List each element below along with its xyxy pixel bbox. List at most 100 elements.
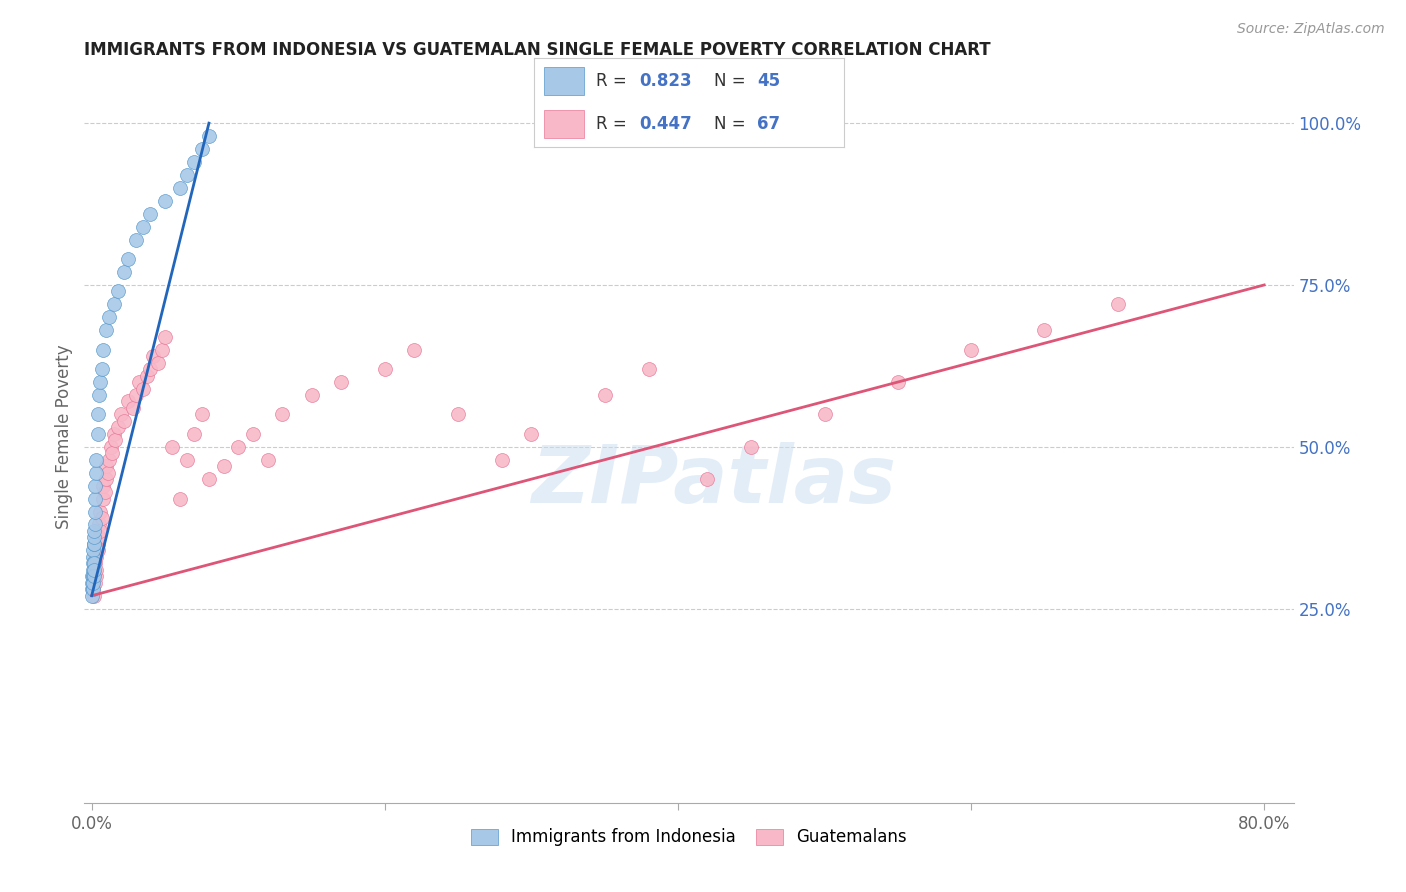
Point: [91, 362, 114, 376]
Point: [1107, 297, 1129, 311]
Point: [637, 362, 659, 376]
Point: [86, 543, 108, 558]
Point: [110, 408, 132, 422]
Point: [117, 394, 139, 409]
Point: [93, 478, 115, 492]
Point: [198, 472, 221, 486]
Point: [103, 426, 125, 441]
Point: [86, 537, 108, 551]
Point: [82, 575, 104, 590]
Point: [124, 233, 146, 247]
Point: [150, 343, 173, 357]
Text: IMMIGRANTS FROM INDONESIA VS GUATEMALAN SINGLE FEMALE POVERTY CORRELATION CHART: IMMIGRANTS FROM INDONESIA VS GUATEMALAN …: [84, 41, 991, 59]
Point: [87, 530, 110, 544]
Point: [84, 478, 107, 492]
Point: [96, 323, 118, 337]
Point: [96, 472, 118, 486]
Point: [94, 485, 117, 500]
Point: [121, 401, 143, 415]
Point: [83, 575, 105, 590]
Y-axis label: Single Female Poverty: Single Female Poverty: [55, 345, 73, 529]
Point: [86, 408, 108, 422]
Point: [740, 440, 762, 454]
Text: 0.447: 0.447: [640, 115, 692, 133]
Point: [82, 543, 104, 558]
Point: [82, 582, 104, 597]
Point: [83, 589, 105, 603]
Point: [190, 408, 212, 422]
Point: [83, 504, 105, 518]
Point: [98, 310, 121, 325]
Point: [447, 408, 470, 422]
Point: [117, 252, 139, 266]
Point: [813, 408, 835, 422]
Point: [89, 524, 111, 538]
Point: [82, 569, 104, 583]
Point: [301, 388, 323, 402]
Point: [103, 297, 125, 311]
Point: [98, 452, 121, 467]
Point: [169, 491, 191, 506]
FancyBboxPatch shape: [544, 110, 583, 138]
Point: [83, 557, 105, 571]
Point: [198, 129, 221, 144]
Point: [190, 142, 212, 156]
Text: 0.823: 0.823: [640, 72, 692, 90]
Point: [89, 375, 111, 389]
Point: [87, 388, 110, 402]
Point: [176, 168, 198, 182]
Point: [212, 459, 235, 474]
Point: [100, 440, 122, 454]
Point: [83, 563, 105, 577]
Text: N =: N =: [714, 115, 751, 133]
Point: [142, 349, 165, 363]
Point: [83, 530, 105, 544]
Text: Source: ZipAtlas.com: Source: ZipAtlas.com: [1237, 22, 1385, 37]
Point: [887, 375, 910, 389]
Point: [132, 219, 155, 234]
Point: [153, 330, 176, 344]
Point: [139, 362, 162, 376]
Point: [97, 466, 120, 480]
Point: [104, 434, 127, 448]
Text: N =: N =: [714, 72, 751, 90]
Point: [84, 563, 107, 577]
Point: [82, 563, 104, 577]
Point: [960, 343, 983, 357]
Point: [93, 491, 115, 506]
Text: 67: 67: [756, 115, 780, 133]
Text: 45: 45: [756, 72, 780, 90]
Point: [87, 517, 110, 532]
Point: [107, 285, 129, 299]
Point: [96, 459, 118, 474]
Point: [128, 375, 150, 389]
Text: R =: R =: [596, 72, 633, 90]
Point: [183, 426, 205, 441]
Point: [139, 207, 162, 221]
Text: R =: R =: [596, 115, 633, 133]
Point: [153, 194, 176, 208]
Point: [112, 265, 135, 279]
Point: [82, 569, 104, 583]
Point: [83, 537, 105, 551]
Point: [374, 362, 396, 376]
Text: ZIPatlas: ZIPatlas: [530, 442, 896, 520]
Point: [146, 356, 169, 370]
Point: [107, 420, 129, 434]
Point: [80, 582, 103, 597]
Legend: Immigrants from Indonesia, Guatemalans: Immigrants from Indonesia, Guatemalans: [464, 822, 914, 853]
Point: [112, 414, 135, 428]
Point: [83, 517, 105, 532]
Point: [696, 472, 718, 486]
Point: [89, 504, 111, 518]
Point: [169, 181, 191, 195]
Point: [82, 589, 104, 603]
Point: [136, 368, 159, 383]
Point: [329, 375, 352, 389]
Point: [82, 569, 104, 583]
FancyBboxPatch shape: [544, 67, 583, 95]
Point: [82, 575, 104, 590]
Point: [132, 382, 155, 396]
Point: [593, 388, 616, 402]
Point: [84, 452, 107, 467]
